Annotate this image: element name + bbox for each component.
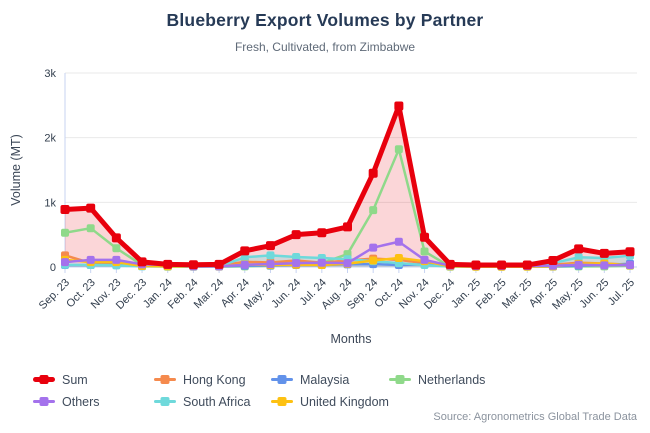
data-point-others[interactable]: [343, 259, 352, 268]
data-point-netherlands[interactable]: [420, 247, 429, 256]
data-point-others[interactable]: [394, 237, 403, 246]
data-point-south-africa[interactable]: [574, 253, 583, 262]
data-point-others[interactable]: [240, 260, 249, 269]
data-point-sum[interactable]: [625, 247, 635, 257]
legend-item-united-kingdom[interactable]: United Kingdom: [271, 393, 389, 410]
legend-marker-icon: [154, 397, 176, 406]
data-point-sum[interactable]: [394, 101, 404, 111]
plot-area[interactable]: Sep. 23 Oct. 23 Nov. 23 Dec. 23 Jan. 24 Feb. …: [0, 58, 650, 363]
data-point-netherlands[interactable]: [369, 206, 378, 215]
x-axis-title: Months: [331, 332, 372, 346]
data-point-sum[interactable]: [60, 204, 70, 214]
data-point-south-africa[interactable]: [292, 252, 301, 261]
data-point-sum[interactable]: [265, 241, 275, 251]
legend-marker-icon: [33, 397, 55, 406]
y-axis-title: Volume (MT): [9, 134, 23, 206]
data-point-sum[interactable]: [445, 259, 455, 269]
legend-marker-icon: [389, 375, 411, 384]
data-point-sum[interactable]: [291, 230, 301, 240]
legend-label: Malaysia: [300, 372, 350, 387]
data-point-sum[interactable]: [522, 260, 532, 270]
y-tick-label: 1k: [44, 197, 56, 209]
data-point-others[interactable]: [420, 255, 429, 264]
data-point-others[interactable]: [112, 255, 121, 264]
data-point-sum[interactable]: [599, 248, 609, 258]
data-point-others[interactable]: [574, 260, 583, 269]
data-point-sum[interactable]: [214, 259, 224, 269]
legend-label: Hong Kong: [183, 372, 246, 387]
data-point-netherlands[interactable]: [112, 244, 121, 253]
legend-item-sum[interactable]: Sum: [33, 371, 154, 388]
data-point-others[interactable]: [317, 258, 326, 267]
data-point-others[interactable]: [600, 261, 609, 270]
chart-title: Blueberry Export Volumes by Partner: [166, 10, 484, 30]
legend-marker-icon: [33, 375, 55, 384]
legend-label: Netherlands: [418, 372, 486, 387]
data-point-sum[interactable]: [188, 260, 198, 270]
legend-label: United Kingdom: [300, 394, 389, 409]
data-point-sum[interactable]: [548, 256, 558, 266]
data-point-united-kingdom[interactable]: [394, 253, 403, 262]
data-point-netherlands[interactable]: [394, 145, 403, 154]
data-point-sum[interactable]: [163, 259, 173, 269]
legend-item-hong-kong[interactable]: Hong Kong: [154, 371, 271, 388]
data-point-others[interactable]: [61, 258, 69, 267]
data-point-united-kingdom[interactable]: [369, 256, 378, 265]
legend-item-others[interactable]: Others: [33, 393, 154, 410]
legend-label: South Africa: [183, 394, 251, 409]
legend-label: Sum: [62, 372, 88, 387]
y-tick-label: 2k: [44, 133, 56, 145]
data-point-sum[interactable]: [574, 244, 584, 254]
legend-marker-icon: [271, 397, 293, 406]
data-point-sum[interactable]: [471, 260, 481, 270]
legend-label: Others: [62, 394, 100, 409]
x-tick-label: Jun. 24: [269, 277, 303, 311]
data-point-sum[interactable]: [368, 168, 378, 178]
data-point-sum[interactable]: [86, 203, 96, 213]
data-point-south-africa[interactable]: [266, 251, 275, 260]
data-point-netherlands[interactable]: [86, 224, 95, 233]
legend-marker-icon: [271, 375, 293, 384]
data-point-sum[interactable]: [317, 228, 327, 238]
series-area-sum: [65, 105, 630, 267]
data-point-sum[interactable]: [137, 257, 147, 267]
data-point-others[interactable]: [86, 255, 95, 264]
data-point-others[interactable]: [626, 261, 634, 270]
data-point-others[interactable]: [369, 243, 378, 252]
y-tick-label: 0: [50, 262, 56, 274]
legend-item-malaysia[interactable]: Malaysia: [271, 371, 389, 388]
legend-marker-icon: [154, 375, 176, 384]
data-point-sum[interactable]: [111, 233, 121, 243]
legend-item-netherlands[interactable]: Netherlands: [389, 371, 637, 388]
x-tick-label: Jun. 25: [577, 277, 611, 311]
chart-legend: Sum Hong Kong Malaysia Netherlands Others Sou…: [33, 371, 637, 410]
data-point-others[interactable]: [266, 260, 275, 269]
chart-subtitle: Fresh, Cultivated, from Zimbabwe: [234, 40, 416, 54]
data-point-sum[interactable]: [497, 260, 507, 270]
data-point-sum[interactable]: [240, 246, 250, 256]
data-point-others[interactable]: [292, 259, 301, 268]
data-point-netherlands[interactable]: [61, 228, 69, 237]
legend-item-south-africa[interactable]: South Africa: [154, 393, 271, 410]
data-point-sum[interactable]: [343, 222, 352, 232]
source-attribution: Source: Agronometrics Global Trade Data: [433, 411, 637, 423]
x-tick-label: Jul. 25: [606, 277, 637, 308]
data-point-sum[interactable]: [420, 232, 430, 242]
x-tick-label: Sep. 23: [37, 277, 72, 312]
y-tick-label: 3k: [44, 68, 56, 80]
